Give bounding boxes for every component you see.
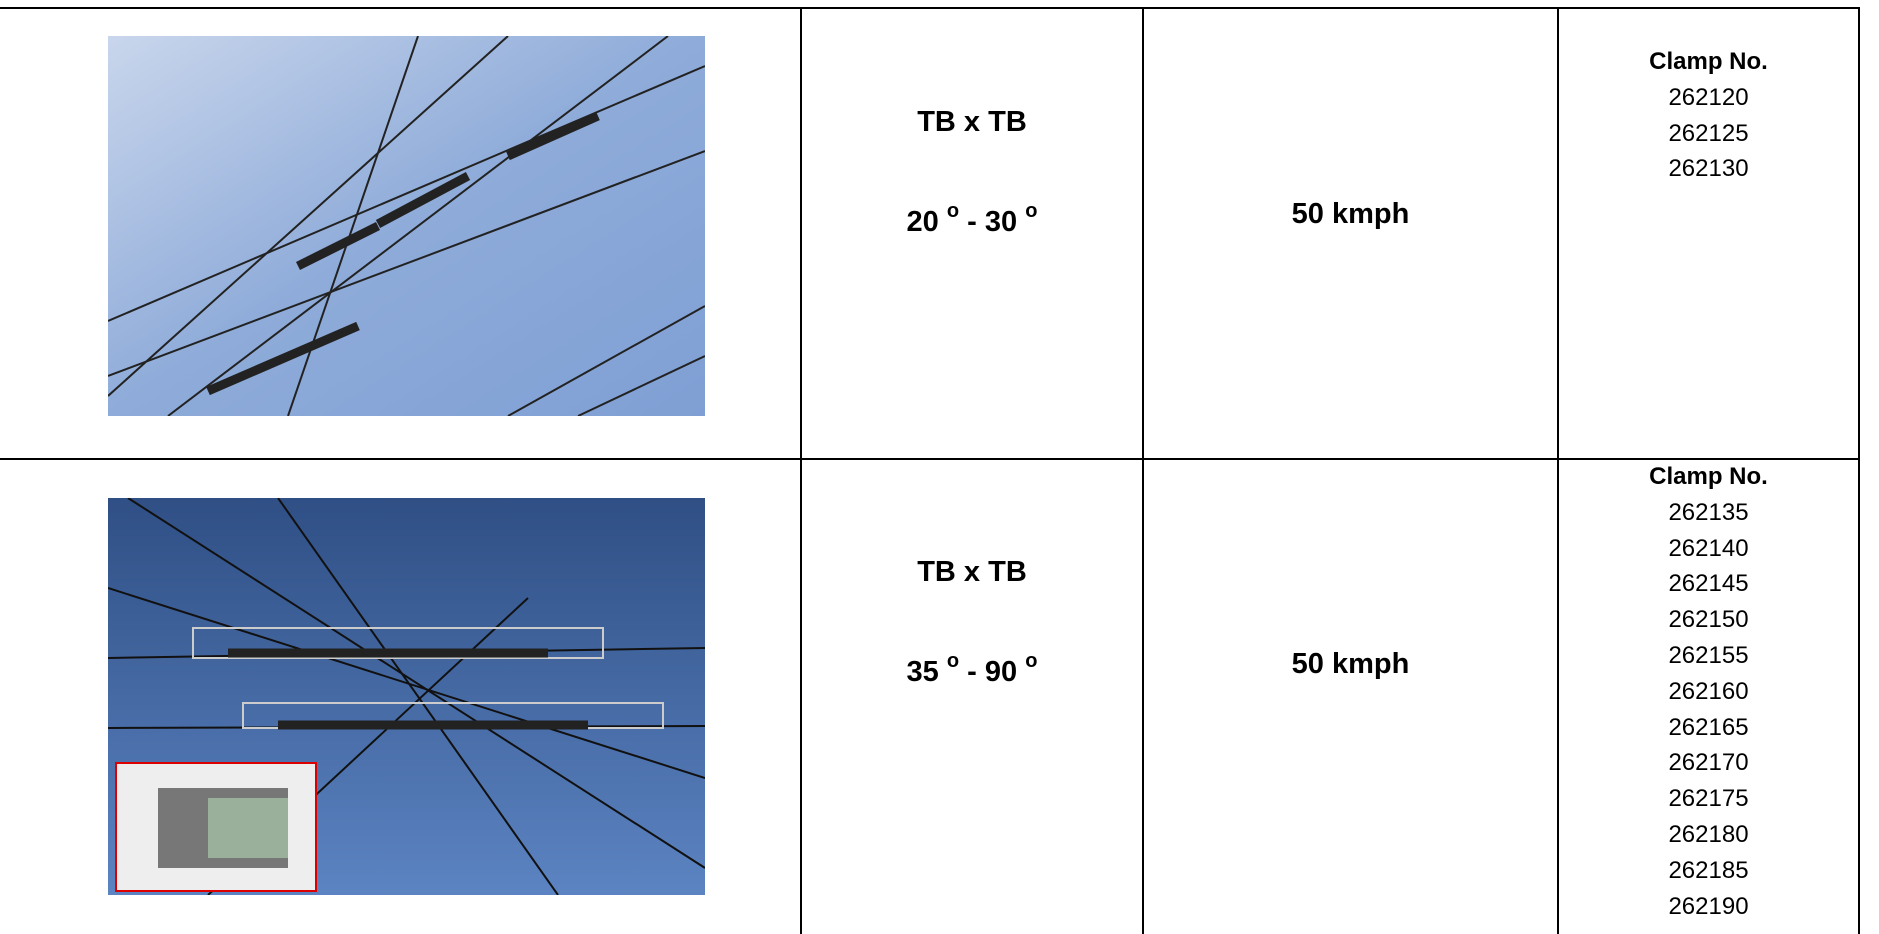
- page: TB x TB 20 o - 30 o 50 kmph Clamp No.262…: [0, 0, 1879, 934]
- table-border: [0, 7, 1860, 9]
- clamp-number: 262160: [1559, 674, 1858, 710]
- photo: [108, 36, 705, 416]
- angle-to: 90: [985, 656, 1017, 688]
- clamp-number: 262185: [1559, 853, 1858, 889]
- type: TB x TB: [802, 106, 1142, 139]
- column-divider: [1142, 7, 1144, 934]
- speed: 50 kmph: [1144, 648, 1557, 681]
- degree: o: [1025, 650, 1037, 672]
- angle-to: 30: [985, 206, 1017, 238]
- clamp-number: 262130: [1559, 151, 1858, 187]
- clamp-number: 262170: [1559, 745, 1858, 781]
- clamp-number: 262150: [1559, 602, 1858, 638]
- speed: 50 kmph: [1144, 198, 1557, 231]
- degree: o: [947, 650, 959, 672]
- clamp-number: 262145: [1559, 566, 1858, 602]
- photo: [108, 498, 705, 895]
- degree: o: [1025, 200, 1037, 222]
- column-divider: [800, 7, 802, 934]
- angle: 20 o - 30 o: [802, 200, 1142, 239]
- angle-from: 20: [907, 206, 939, 238]
- clamp-number: 262125: [1559, 116, 1858, 152]
- clamp-number: 262155: [1559, 638, 1858, 674]
- clamp-number: 262140: [1559, 531, 1858, 567]
- clamp-heading: Clamp No.: [1559, 459, 1858, 495]
- clamp-number: 262180: [1559, 817, 1858, 853]
- column-divider: [1858, 7, 1860, 934]
- clamp-number: 262165: [1559, 710, 1858, 746]
- angle: 35 o - 90 o: [802, 650, 1142, 689]
- clamp-number: 262190: [1559, 889, 1858, 925]
- clamp-number: 262135: [1559, 495, 1858, 531]
- degree: o: [947, 200, 959, 222]
- clamp-number: 262175: [1559, 781, 1858, 817]
- clamp-heading: Clamp No.: [1559, 44, 1858, 80]
- type: TB x TB: [802, 556, 1142, 589]
- separator: -: [967, 206, 977, 238]
- angle-from: 35: [907, 656, 939, 688]
- separator: -: [967, 656, 977, 688]
- clamp-number: 262120: [1559, 80, 1858, 116]
